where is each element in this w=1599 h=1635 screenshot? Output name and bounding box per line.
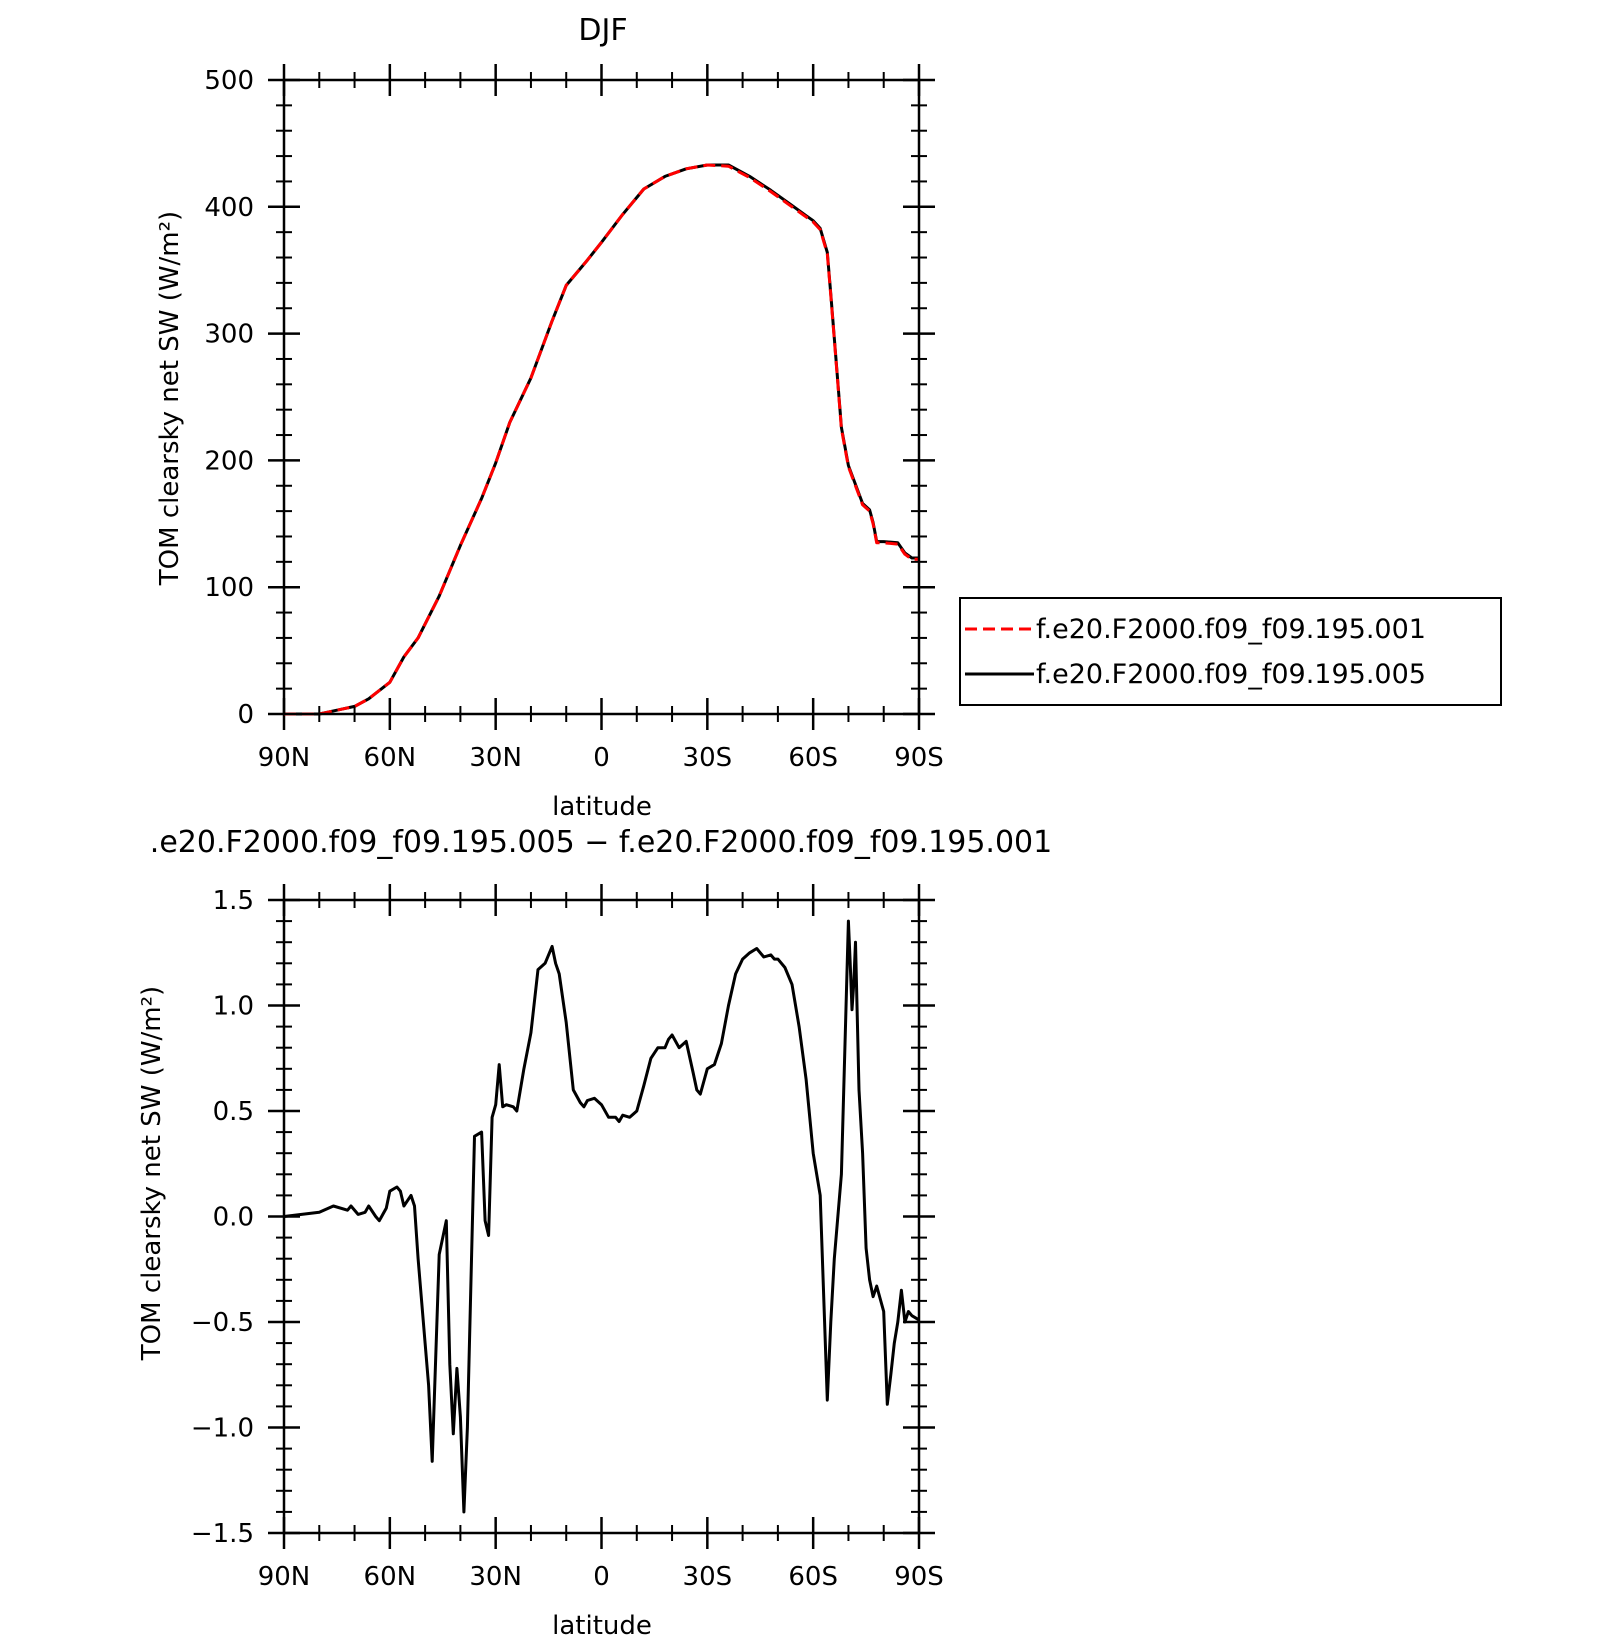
chart-top-frame <box>282 78 921 716</box>
top-series-line-1 <box>284 163 919 716</box>
bottom-y-tick-label: 0.0 <box>213 1203 254 1233</box>
top-x-tick-label: 90N <box>258 743 311 773</box>
chart-top-panel: DJF TOM clearsky net SW (W/m²) 90N 60N 30N… <box>155 13 1502 822</box>
chart-top-xlabel: latitude <box>552 792 652 822</box>
chart-bottom-series <box>283 919 920 1514</box>
top-x-tick-label: 60N <box>364 743 417 773</box>
bottom-x-tick-label: 30S <box>683 1562 733 1592</box>
chart-bottom-tick-labels: 90N 60N 30N 0 30S 60S 90S −1.5 −1.0 −0.5 0.0 0.5 1.0… <box>191 886 944 1592</box>
top-y-tick-label: 100 <box>204 573 254 603</box>
chart-top-ylabel: TOM clearsky net SW (W/m²) <box>155 211 185 586</box>
chart-bottom-ticks <box>268 884 935 1549</box>
top-y-tick-label: 400 <box>204 193 254 223</box>
chart-bottom-frame <box>282 898 921 1535</box>
chart-bottom-ylabel: TOM clearsky net SW (W/m²) <box>137 986 167 1361</box>
bottom-series-line-1 <box>283 919 920 1514</box>
chart-top-ticks <box>268 64 935 730</box>
top-x-tick-label: 30S <box>683 743 733 773</box>
top-y-tick-label: 300 <box>204 320 254 350</box>
chart-top-tick-labels: 90N 60N 30N 0 30S 60S 90S 0 100 200 300 400 500 <box>204 66 943 773</box>
chart-top-legend: f.e20.F2000.f09_f09.195.001 f.e20.F2000.… <box>959 597 1502 706</box>
legend-label-series-2: f.e20.F2000.f09_f09.195.005 <box>1036 659 1426 690</box>
bottom-x-tick-label: 0 <box>593 1562 610 1592</box>
top-series-line-2 <box>284 163 919 716</box>
chart-bottom-panel: .e20.F2000.f09_f09.195.005 − f.e20.F2000… <box>137 825 1052 1635</box>
bottom-y-tick-label: 1.0 <box>213 992 254 1022</box>
legend-label-series-1: f.e20.F2000.f09_f09.195.001 <box>1036 614 1426 645</box>
bottom-y-tick-label: −1.0 <box>191 1414 254 1444</box>
top-x-tick-label: 90S <box>894 743 944 773</box>
bottom-x-tick-label: 90S <box>894 1562 944 1592</box>
chart-bottom-xlabel: latitude <box>552 1611 652 1635</box>
bottom-y-tick-label: −1.5 <box>191 1519 254 1549</box>
chart-top-title: DJF <box>578 13 627 48</box>
top-x-tick-label: 0 <box>593 743 610 773</box>
chart-bottom-title: .e20.F2000.f09_f09.195.005 − f.e20.F2000… <box>150 825 1052 860</box>
top-x-tick-label: 30N <box>469 743 522 773</box>
bottom-x-tick-label: 30N <box>469 1562 522 1592</box>
bottom-y-tick-label: −0.5 <box>191 1308 254 1338</box>
top-y-tick-label: 500 <box>204 66 254 96</box>
top-y-tick-label: 200 <box>204 446 254 476</box>
top-y-tick-label: 0 <box>237 700 254 730</box>
chart-top-series <box>284 163 919 716</box>
bottom-y-tick-label: 0.5 <box>213 1097 254 1127</box>
bottom-y-tick-label: 1.5 <box>213 886 254 916</box>
bottom-x-tick-label: 60S <box>788 1562 838 1592</box>
chart-bottom-ylabel-text: TOM clearsky net SW (W/m²) <box>137 986 167 1361</box>
bottom-x-tick-label: 90N <box>258 1562 311 1592</box>
legend-box <box>959 597 1502 706</box>
bottom-x-tick-label: 60N <box>364 1562 417 1592</box>
top-x-tick-label: 60S <box>788 743 838 773</box>
chart-top-ylabel-text: TOM clearsky net SW (W/m²) <box>155 211 185 586</box>
